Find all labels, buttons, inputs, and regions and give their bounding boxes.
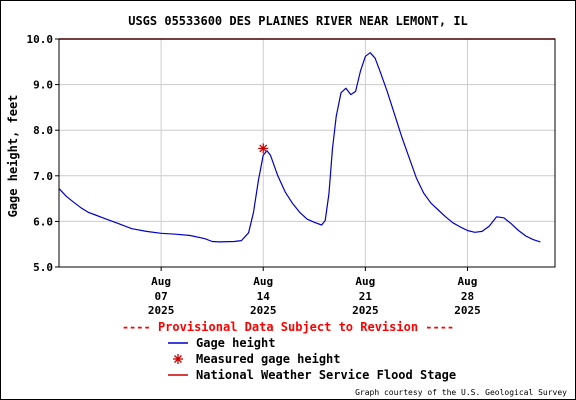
axis-layer: 5.06.07.08.09.010.0Aug072025Aug142025Aug… [27,33,556,317]
x-tick-label-day: 21 [359,290,373,303]
legend-line-swatch [168,342,188,344]
chart-title: USGS 05533600 DES PLAINES RIVER NEAR LEM… [128,14,468,28]
y-tick-label: 7.0 [33,170,53,183]
x-tick-label-year: 2025 [454,304,481,317]
legend-label: Gage height [196,336,276,350]
y-axis-label: Gage height, feet [6,95,20,218]
y-tick-label: 8.0 [33,124,53,137]
x-tick-label-day: 14 [257,290,271,303]
x-tick-label-day: 28 [461,290,474,303]
grid [59,38,555,268]
gage-height-line [58,52,541,243]
plot-border [58,38,556,268]
plot-area [59,39,555,267]
legend-label: Measured gage height [196,352,341,366]
x-tick-label-month: Aug [355,275,375,288]
legend: Gage height Measured gage height Nationa… [166,335,456,383]
gage-height-chart: USGS 05533600 DES PLAINES RIVER NEAR LEM… [6,14,556,317]
x-tick-label-day: 07 [154,290,167,303]
y-tick-label: 10.0 [27,33,54,46]
x-tick-label-month: Aug [151,275,171,288]
y-tick-label: 6.0 [33,215,53,228]
legend-label: National Weather Service Flood Stage [196,368,457,382]
legend-item-measured: Measured gage height [166,351,426,367]
provisional-notice: ---- Provisional Data Subject to Revisio… [121,320,455,334]
x-tick-label-year: 2025 [148,304,175,317]
x-tick-label-year: 2025 [352,304,379,317]
legend-item-gage-height: Gage height [166,335,426,351]
measured-point-marker [258,143,269,154]
legend-item-flood-stage: National Weather Service Flood Stage [166,367,456,383]
x-tick-label-year: 2025 [250,304,277,317]
asterisk-marker-icon [173,354,183,364]
credit-text: Graph courtesy of the U.S. Geological Su… [355,388,567,397]
x-tick-label-month: Aug [458,275,478,288]
y-tick-label: 5.0 [33,261,53,274]
x-tick-label-month: Aug [253,275,273,288]
legend-line-swatch [168,374,188,376]
y-tick-label: 9.0 [33,79,53,92]
